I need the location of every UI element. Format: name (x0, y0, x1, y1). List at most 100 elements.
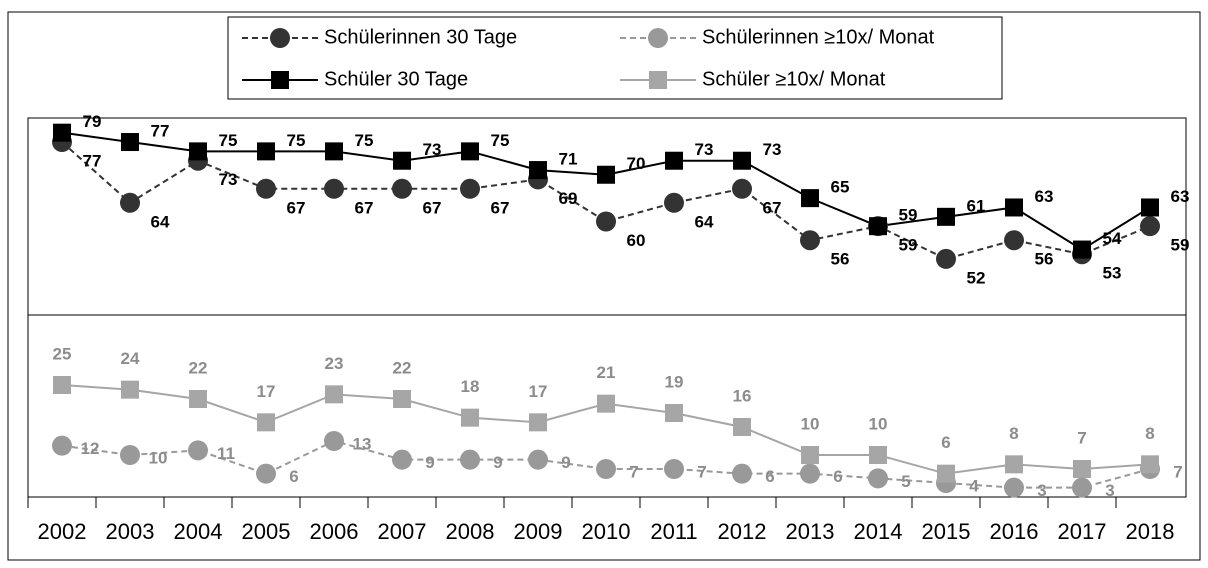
data-point (189, 142, 207, 161)
x-tick-label: 2003 (106, 519, 155, 544)
data-label: 73 (219, 170, 238, 189)
x-tick-label: 2004 (174, 519, 223, 544)
data-label: 25 (53, 344, 72, 363)
data-label: 6 (289, 467, 298, 486)
data-label: 77 (151, 122, 170, 141)
data-label: 9 (493, 453, 502, 472)
data-label: 7 (1173, 462, 1182, 481)
data-point (664, 192, 684, 213)
data-point (665, 151, 683, 170)
data-label: 59 (899, 236, 918, 255)
data-point (596, 211, 616, 232)
data-label: 12 (81, 439, 100, 458)
data-point (120, 445, 140, 465)
data-point (53, 376, 71, 394)
data-label: 70 (627, 154, 646, 173)
data-point (800, 463, 820, 484)
data-label: 22 (393, 358, 412, 377)
data-point (324, 431, 344, 451)
data-label: 7 (629, 462, 638, 481)
data-label: 54 (1103, 229, 1122, 248)
x-tick-label: 2017 (1058, 519, 1107, 544)
data-label: 18 (461, 377, 480, 396)
x-tick-label: 2009 (514, 519, 563, 544)
data-label: 63 (1171, 187, 1190, 206)
data-point (460, 449, 480, 470)
x-tick-label: 2008 (446, 519, 495, 544)
data-point (800, 230, 820, 251)
data-point (937, 207, 955, 226)
data-point (1005, 198, 1023, 217)
legend-marker (648, 28, 668, 48)
data-point (733, 151, 751, 170)
data-point (121, 380, 139, 399)
data-point (1073, 460, 1091, 478)
data-point (325, 385, 343, 404)
data-label: 60 (627, 231, 646, 250)
legend-label: Schüler ≥10x/ Monat (702, 68, 886, 90)
data-label: 8 (1009, 424, 1018, 443)
data-label: 73 (763, 140, 782, 159)
data-label: 9 (561, 453, 570, 472)
data-label: 3 (1037, 481, 1046, 500)
data-label: 10 (801, 414, 820, 433)
data-label: 71 (559, 150, 578, 169)
data-label: 22 (189, 358, 208, 377)
data-label: 67 (763, 198, 782, 217)
data-point (1141, 198, 1159, 217)
data-label: 10 (869, 414, 888, 433)
data-point (869, 446, 887, 464)
data-point (869, 217, 887, 236)
data-point (1072, 477, 1092, 498)
data-point (53, 123, 71, 142)
data-point (596, 459, 616, 479)
data-label: 19 (665, 372, 684, 391)
data-label: 10 (149, 448, 168, 467)
x-tick-label: 2002 (38, 519, 87, 544)
x-tick-label: 2012 (718, 519, 767, 544)
x-tick-label: 2007 (378, 519, 427, 544)
data-point (325, 142, 343, 161)
data-label: 5 (901, 472, 910, 491)
data-point (732, 178, 752, 199)
data-point (1073, 240, 1091, 259)
data-point (528, 449, 548, 470)
data-label: 7 (697, 462, 706, 481)
data-label: 61 (967, 196, 986, 215)
x-tick-label: 2011 (650, 519, 697, 544)
data-label: 3 (1105, 481, 1114, 500)
data-label: 16 (733, 386, 752, 405)
data-label: 56 (1035, 250, 1054, 269)
data-point (461, 142, 479, 161)
data-point (733, 418, 751, 436)
data-label: 67 (423, 198, 442, 217)
legend-marker (270, 28, 290, 48)
data-point (937, 464, 955, 483)
data-label: 17 (257, 382, 276, 401)
data-label: 9 (425, 453, 434, 472)
data-label: 73 (695, 140, 714, 159)
data-label: 73 (423, 140, 442, 159)
plot-area (27, 117, 1187, 498)
data-point (801, 446, 819, 464)
data-label: 65 (831, 178, 850, 197)
data-label: 24 (121, 349, 140, 368)
legend-label: Schülerinnen 30 Tage (324, 26, 517, 48)
data-point (324, 178, 344, 199)
data-label: 8 (1145, 424, 1154, 443)
data-label: 67 (491, 198, 510, 217)
data-label: 6 (765, 467, 774, 486)
data-point (189, 390, 207, 408)
data-label: 67 (287, 198, 306, 217)
data-label: 52 (967, 268, 986, 287)
data-point (461, 408, 479, 427)
data-label: 75 (219, 131, 238, 150)
x-tick-label: 2018 (1126, 519, 1175, 544)
data-label: 75 (287, 131, 306, 150)
data-point (936, 248, 956, 269)
data-label: 21 (597, 363, 616, 382)
data-label: 64 (151, 212, 170, 231)
series-line (61, 439, 1151, 489)
data-label: 4 (969, 476, 979, 495)
